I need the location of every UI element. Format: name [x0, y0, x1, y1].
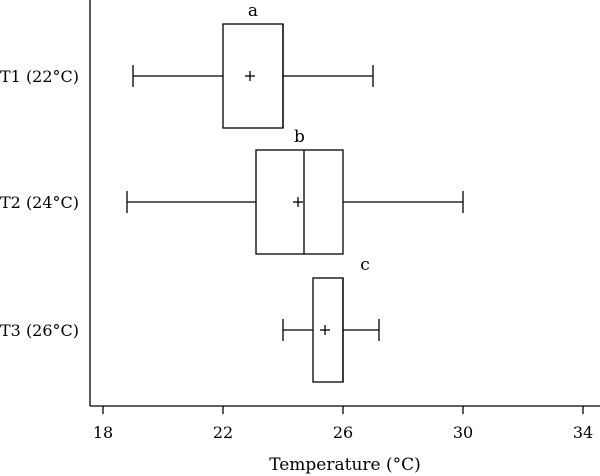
group-letter: c — [360, 255, 370, 275]
category-label: T1 (22°C) — [0, 67, 79, 86]
x-tick-label: 22 — [213, 423, 233, 442]
category-label: T3 (26°C) — [0, 321, 79, 340]
x-tick-label: 30 — [453, 423, 473, 442]
x-tick-label: 26 — [333, 423, 353, 442]
axes — [89, 0, 600, 407]
x-ticks: 18 22 26 30 34 — [93, 406, 593, 442]
box-2: b — [126, 127, 464, 255]
box-1: a — [132, 1, 374, 129]
group-letter: b — [294, 127, 305, 147]
x-tick-label: 18 — [93, 423, 113, 442]
category-label: T2 (24°C) — [0, 193, 79, 212]
group-letter: a — [248, 1, 258, 21]
category-labels: T1 (22°C) T2 (24°C) T3 (26°C) — [0, 67, 79, 340]
x-tick-label: 34 — [573, 423, 593, 442]
box-3: c — [282, 255, 380, 383]
x-axis-label: Temperature (°C) — [269, 455, 421, 475]
boxes: a b c — [126, 1, 464, 383]
